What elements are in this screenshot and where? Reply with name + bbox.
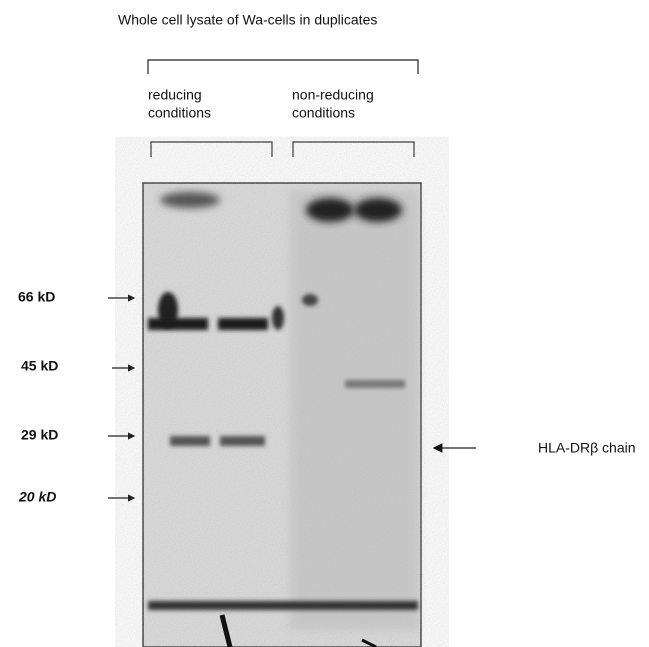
group-label: non-reducing (292, 87, 374, 103)
group-bracket (150, 141, 273, 157)
group-label: conditions (148, 105, 211, 121)
marker-label: 66 kD (18, 289, 55, 305)
group-label: conditions (292, 105, 355, 121)
band-label: HLA-DRβ chain (538, 440, 636, 456)
figure-title: Whole cell lysate of Wa-cells in duplica… (118, 12, 377, 28)
group-bracket (292, 141, 415, 157)
group-label: reducing (148, 87, 202, 103)
marker-label: 45 kD (21, 358, 58, 374)
marker-label: 20 kD (18, 489, 56, 505)
marker-label: 29 kD (21, 427, 58, 443)
gel (142, 182, 422, 647)
top-bracket (147, 59, 419, 74)
